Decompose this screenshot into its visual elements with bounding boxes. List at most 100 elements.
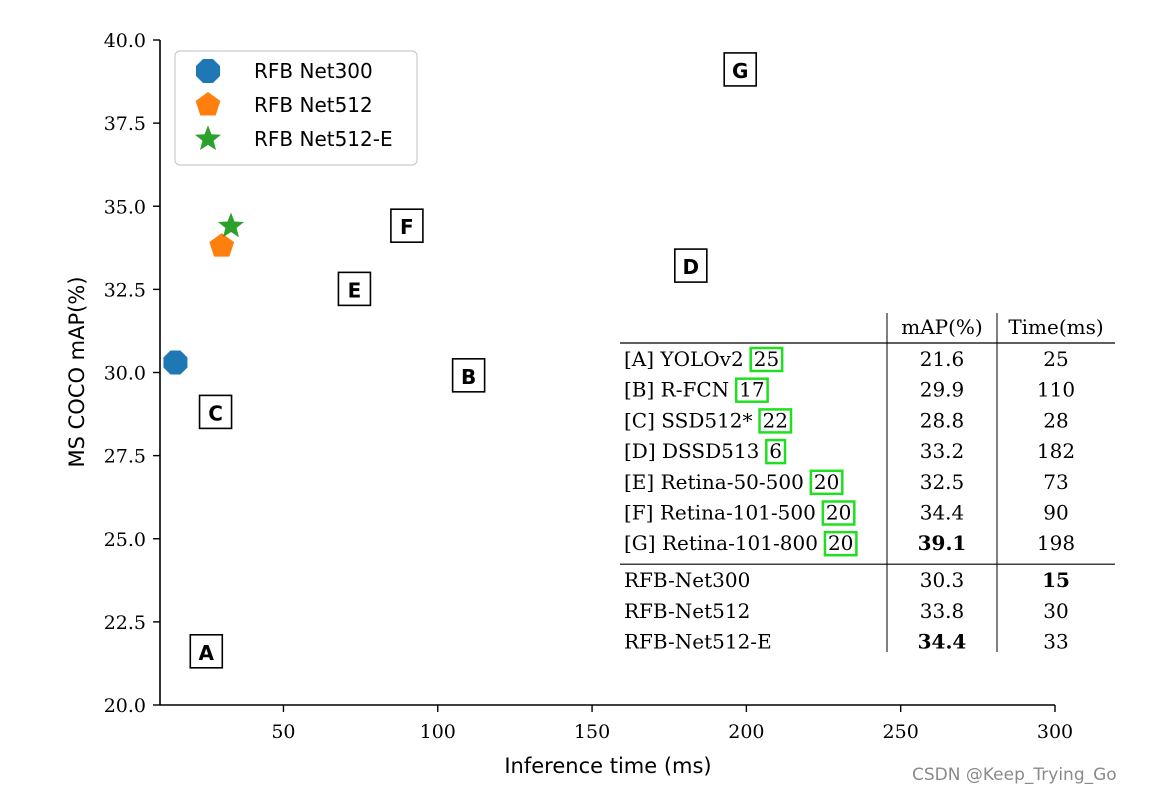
watermark: CSDN @Keep_Trying_Go <box>912 765 1117 785</box>
table-row: [B] R-FCN 17 29.9 110 <box>624 377 1075 403</box>
citation-box <box>734 377 769 403</box>
table-row-time: 28 <box>1043 408 1068 432</box>
x-tick-label: 150 <box>574 721 610 743</box>
table-row-name: [F] Retina-101-500 <box>624 501 816 525</box>
table-row-map: 29.9 <box>920 378 965 402</box>
x-tick-label: 300 <box>1037 721 1073 743</box>
letter-point-label: G <box>732 59 748 83</box>
citation-number: 6 <box>769 439 782 463</box>
table-row-map: 30.3 <box>920 568 965 592</box>
letter-point-label: B <box>461 365 476 389</box>
citation-number: 17 <box>739 378 764 402</box>
letter-point-label: D <box>683 255 700 279</box>
letter-point-box <box>451 358 486 393</box>
table-row-time: 110 <box>1037 378 1075 402</box>
legend-marker-3 <box>195 125 221 151</box>
table-row-time: 15 <box>1042 568 1070 592</box>
table-row-time: 182 <box>1037 439 1075 463</box>
y-tick-label: 22.5 <box>104 612 146 634</box>
citation-box <box>823 530 858 557</box>
legend-label-2: RFB Net512 <box>254 93 373 117</box>
table-header-time: Time(ms) <box>1008 315 1103 339</box>
table-row: [A] YOLOv2 25 21.6 25 <box>624 346 1069 373</box>
letter-point-labels: A B C D E F G <box>189 52 758 669</box>
table-row-map: 28.8 <box>920 408 965 432</box>
series-point-3 <box>218 212 244 238</box>
letter-point-box <box>189 633 224 669</box>
table-row: RFB-Net512-E 34.4 33 <box>624 630 1069 654</box>
letter-point-a: A <box>189 633 224 669</box>
series-point-1 <box>163 350 188 375</box>
table-row-map: 33.2 <box>920 439 965 463</box>
table-row-time: 33 <box>1043 630 1068 654</box>
x-tick-label: 200 <box>728 721 764 743</box>
series-point-2 <box>209 233 235 257</box>
legend-marker-1 <box>195 58 221 84</box>
table-row: [F] Retina-101-500 20 34.4 90 <box>624 500 1069 526</box>
letter-point-label: C <box>208 401 223 425</box>
x-tick-label: 100 <box>420 721 456 743</box>
y-axis-title: MS COCO mAP(%) <box>65 276 89 467</box>
y-tick-label: 40.0 <box>104 30 146 52</box>
letter-point-b: B <box>451 358 486 393</box>
table-row-map: 34.4 <box>920 501 965 525</box>
table-row: [G] Retina-101-800 20 39.1 198 <box>624 530 1075 557</box>
table-row: [C] SSD512* 22 28.8 28 <box>624 408 1069 434</box>
table-row-time: 198 <box>1037 531 1075 555</box>
legend: RFB Net300 RFB Net512 RFB Net512-E <box>174 50 418 166</box>
legend-marker-2 <box>195 92 221 116</box>
letter-point-label: E <box>348 278 362 302</box>
table-row-name: [E] Retina-50-500 <box>624 470 804 494</box>
letter-point-d: D <box>674 248 708 283</box>
letter-point-e: E <box>337 271 372 307</box>
table-row-name: RFB-Net512-E <box>624 630 772 654</box>
y-tick-label: 32.5 <box>104 279 146 301</box>
letter-point-box <box>390 208 424 243</box>
y-axis-ticks: 20.0 22.5 25.0 27.5 30.0 32.5 35.0 37.5 40.0 <box>104 30 160 717</box>
table-row-name: RFB-Net512 <box>624 599 750 623</box>
x-tick-label: 250 <box>883 721 919 743</box>
y-tick-label: 30.0 <box>104 363 146 385</box>
table-row-map: 34.4 <box>918 630 967 654</box>
letter-point-label: F <box>400 215 414 239</box>
letter-point-f: F <box>390 208 424 243</box>
letter-point-box <box>674 248 708 283</box>
series-markers <box>163 212 244 375</box>
table-row-name: [B] R-FCN <box>624 378 729 402</box>
y-tick-label: 35.0 <box>104 196 146 218</box>
letter-point-box <box>198 394 233 430</box>
comparison-table: mAP(%) Time(ms) [A] YOLOv2 25 21.6 25 [B] R-FC… <box>620 313 1115 654</box>
table-row-time: 73 <box>1043 470 1068 494</box>
x-axis-ticks: 50 100 150 200 250 300 <box>271 705 1073 743</box>
table-row-name: [G] Retina-101-800 <box>624 531 818 555</box>
legend-label-3: RFB Net512-E <box>254 127 393 151</box>
table-row-time: 25 <box>1043 347 1068 371</box>
citation-box <box>809 469 844 496</box>
letter-point-box <box>723 52 758 87</box>
y-tick-label: 27.5 <box>104 446 146 468</box>
table-header-map: mAP(%) <box>901 315 982 339</box>
y-tick-label: 37.5 <box>104 113 146 135</box>
table-row-name: RFB-Net300 <box>624 568 750 592</box>
letter-point-c: C <box>198 394 233 430</box>
table-row: [D] DSSD513 6 33.2 182 <box>624 438 1075 465</box>
citation-number: 20 <box>826 501 851 525</box>
citation-box <box>821 500 856 526</box>
table-row: [E] Retina-50-500 20 32.5 73 <box>624 469 1069 496</box>
y-tick-label: 25.0 <box>104 529 146 551</box>
legend-frame <box>174 50 418 166</box>
table-row-time: 90 <box>1043 501 1068 525</box>
legend-label-1: RFB Net300 <box>254 59 373 83</box>
table-row-map: 21.6 <box>920 347 965 371</box>
table-row: RFB-Net300 30.3 15 <box>624 568 1070 592</box>
table-row-map: 33.8 <box>920 599 965 623</box>
table-row-map: 32.5 <box>920 470 965 494</box>
x-tick-label: 50 <box>271 721 295 743</box>
letter-point-label: A <box>199 641 215 665</box>
citation-box <box>765 438 787 465</box>
citation-number: 22 <box>763 408 788 432</box>
letter-point-g: G <box>723 52 758 87</box>
y-tick-label: 20.0 <box>104 695 146 717</box>
citation-number: 25 <box>754 347 779 371</box>
